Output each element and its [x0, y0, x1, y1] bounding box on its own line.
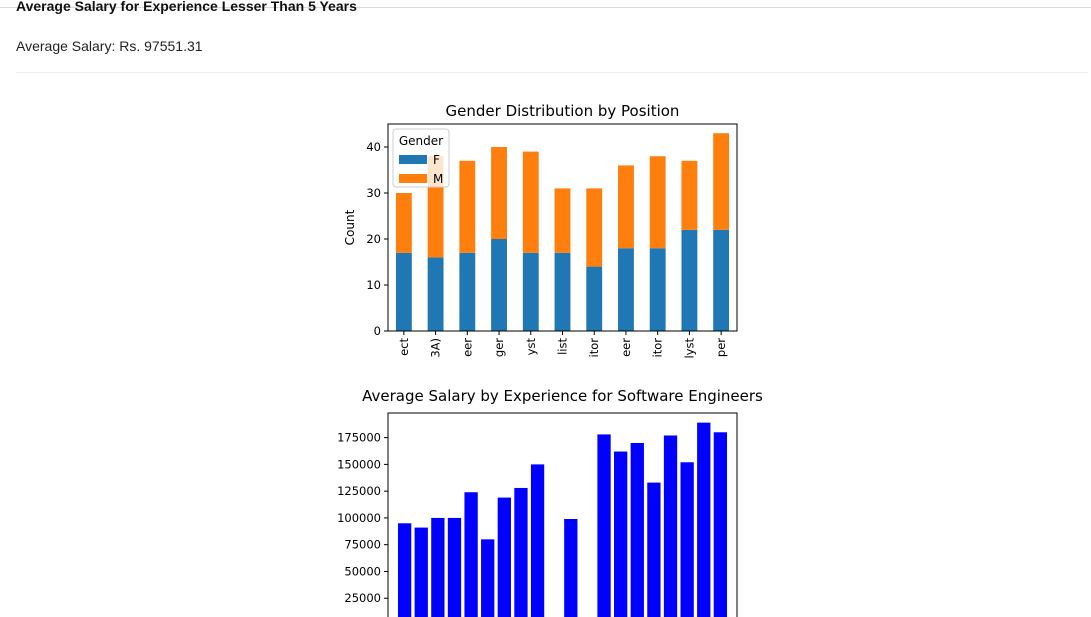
- salary-bar-10: [597, 434, 611, 617]
- x-tick-label-0: ect: [397, 338, 411, 356]
- x-tick-label-6: itor: [587, 338, 601, 358]
- bar-m-9: [681, 160, 698, 230]
- section-heading: Average Salary for Experience Lesser Tha…: [16, 0, 357, 14]
- y-axis-label: Count: [343, 209, 357, 245]
- x-tick-label-9: lyst: [682, 338, 696, 359]
- y-tick-label-6: 175000: [337, 431, 381, 445]
- legend-label-f: F: [433, 153, 440, 167]
- y-tick-label-4: 40: [366, 140, 381, 154]
- bar-f-2: [459, 252, 476, 331]
- bar-m-0: [395, 193, 412, 253]
- y-tick-label-3: 100000: [337, 511, 381, 525]
- bar-f-6: [586, 266, 603, 331]
- bar-f-10: [713, 229, 730, 331]
- bar-f-5: [554, 252, 571, 331]
- bar-m-2: [459, 160, 476, 253]
- y-tick-label-2: 20: [366, 232, 381, 246]
- x-tick-label-5: list: [556, 338, 570, 355]
- bar-m-7: [618, 165, 634, 249]
- x-tick-label-3: ger: [492, 338, 506, 357]
- y-tick-label-0: 25000: [344, 591, 381, 605]
- bar-m-6: [586, 188, 603, 267]
- y-tick-label-5: 150000: [337, 457, 381, 471]
- plot-frame: [387, 412, 738, 617]
- salary-bar-0: [397, 523, 412, 617]
- salary-bar-3: [447, 517, 462, 617]
- salary-bar-11: [614, 451, 628, 617]
- salary-bar-7: [514, 487, 528, 617]
- gender-distribution-chart: Gender Distribution by Position ect 3A) eer…: [343, 102, 738, 359]
- salary-bar-5: [481, 539, 495, 617]
- x-tick-label-10: per: [714, 338, 728, 357]
- salary-bar-9: [564, 519, 578, 617]
- plot-frame: [387, 123, 738, 332]
- salary-bar-4: [464, 492, 478, 617]
- y-tick-label-1: 10: [366, 278, 381, 292]
- bar-f-3: [491, 239, 507, 331]
- chart-title: Gender Distribution by Position: [446, 102, 680, 120]
- salary-bar-12: [630, 442, 644, 617]
- salary-bar-13: [647, 482, 661, 617]
- y-tick-label-1: 50000: [344, 564, 381, 578]
- y-tick-label-3: 30: [366, 186, 381, 200]
- legend-swatch-m: [399, 174, 427, 183]
- top-border: [0, 7, 1091, 8]
- salary-bar-2: [431, 517, 445, 617]
- bar-f-0: [395, 252, 412, 331]
- section-divider: [16, 72, 1088, 73]
- bar-m-8: [649, 156, 666, 249]
- x-tick-label-2: eer: [460, 338, 474, 357]
- legend-swatch-f: [399, 155, 427, 164]
- bar-m-4: [522, 151, 539, 253]
- salary-by-experience-chart: Average Salary by Experience for Softwar…: [337, 387, 763, 617]
- salary-bar-16: [697, 422, 711, 617]
- salary-bar-8: [530, 464, 545, 617]
- salary-bar-14: [663, 435, 678, 617]
- legend-label-m: M: [433, 172, 443, 186]
- legend-title: Gender: [399, 134, 443, 148]
- bar-m-5: [554, 188, 571, 253]
- x-tick-label-1: 3A): [429, 338, 443, 358]
- bar-f-8: [649, 248, 666, 331]
- salary-bar-15: [680, 462, 694, 617]
- x-tick-label-8: itor: [651, 338, 665, 358]
- bar-m-10: [713, 133, 730, 230]
- salary-bar-6: [497, 497, 511, 617]
- y-tick-label-4: 125000: [337, 484, 381, 498]
- salary-bar-1: [414, 527, 428, 617]
- y-tick-label-0: 0: [374, 324, 381, 338]
- x-tick-label-7: eer: [619, 338, 633, 357]
- bar-f-1: [427, 257, 444, 331]
- bar-f-4: [522, 252, 539, 331]
- bar-f-9: [681, 229, 698, 331]
- average-salary-text: Average Salary: Rs. 97551.31: [16, 38, 203, 54]
- bar-m-3: [491, 147, 507, 239]
- bar-f-7: [618, 248, 634, 331]
- salary-bar-17: [713, 432, 728, 617]
- y-tick-label-2: 75000: [344, 538, 381, 552]
- chart-title: Average Salary by Experience for Softwar…: [362, 387, 763, 405]
- x-tick-label-4: yst: [524, 338, 538, 356]
